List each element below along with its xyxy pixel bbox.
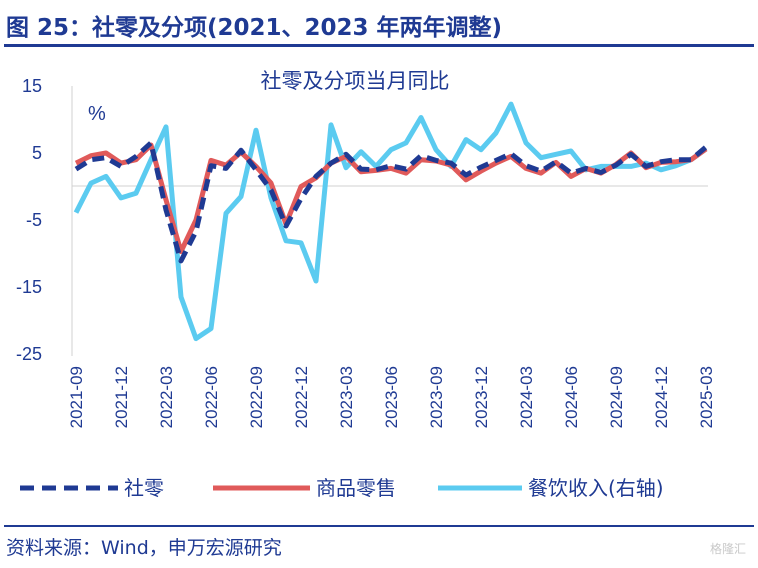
x-tick-label: 2021-12 (112, 366, 131, 428)
chart-title: 社零及分项当月同比 (261, 69, 450, 93)
series-line-social-retail (74, 140, 708, 264)
x-tick-label: 2022-03 (157, 366, 176, 428)
series-lines (73, 101, 708, 342)
legend-label-catering: 餐饮收入(右轴) (528, 476, 664, 500)
watermark: 格隆汇 (709, 542, 746, 556)
title-divider (4, 44, 754, 47)
x-tick-label: 2024-06 (562, 366, 581, 428)
y-axis-unit: % (88, 103, 106, 125)
x-tick-label: 2023-06 (382, 366, 401, 428)
x-tick-label: 2025-03 (697, 366, 716, 428)
x-tick-label: 2023-09 (427, 366, 446, 428)
x-tick-labels: 2021-09 2021-12 2022-03 2022-06 2022-09 2022-… (67, 366, 716, 428)
x-tick-label: 2024-12 (652, 366, 671, 428)
x-tick-label: 2022-12 (292, 366, 311, 428)
series-line-catering (73, 101, 708, 342)
y-tick-label: -15 (16, 277, 42, 297)
y-tick-label: -5 (26, 210, 42, 230)
figure-title: 图 25：社零及分项(2021、2023 年两年调整) (6, 15, 503, 41)
x-tick-label: 2023-03 (337, 366, 356, 428)
y-tick-label: -25 (16, 344, 42, 364)
legend-label-goods-retail: 商品零售 (316, 476, 396, 500)
source-note: 资料来源：Wind，申万宏源研究 (6, 537, 282, 559)
footer-divider (4, 525, 754, 527)
legend-label-social-retail: 社零 (124, 476, 164, 500)
x-tick-label: 2024-09 (607, 366, 626, 428)
x-tick-label: 2023-12 (472, 366, 491, 428)
line-chart: 社零及分项当月同比 % 155-5-15-25 2021-09 2021-12 20… (16, 69, 716, 500)
y-tick-label: 15 (22, 76, 42, 96)
x-tick-label: 2022-06 (202, 366, 221, 428)
x-tick-label: 2022-09 (247, 366, 266, 428)
x-tick-label: 2021-09 (67, 366, 86, 428)
x-tick-label: 2024-03 (517, 366, 536, 428)
y-tick-label: 5 (32, 143, 42, 163)
y-tick-labels: 15 5 -5 -15 -25 (16, 76, 42, 364)
legend: 社零 商品零售 餐饮收入(右轴) (20, 476, 664, 500)
